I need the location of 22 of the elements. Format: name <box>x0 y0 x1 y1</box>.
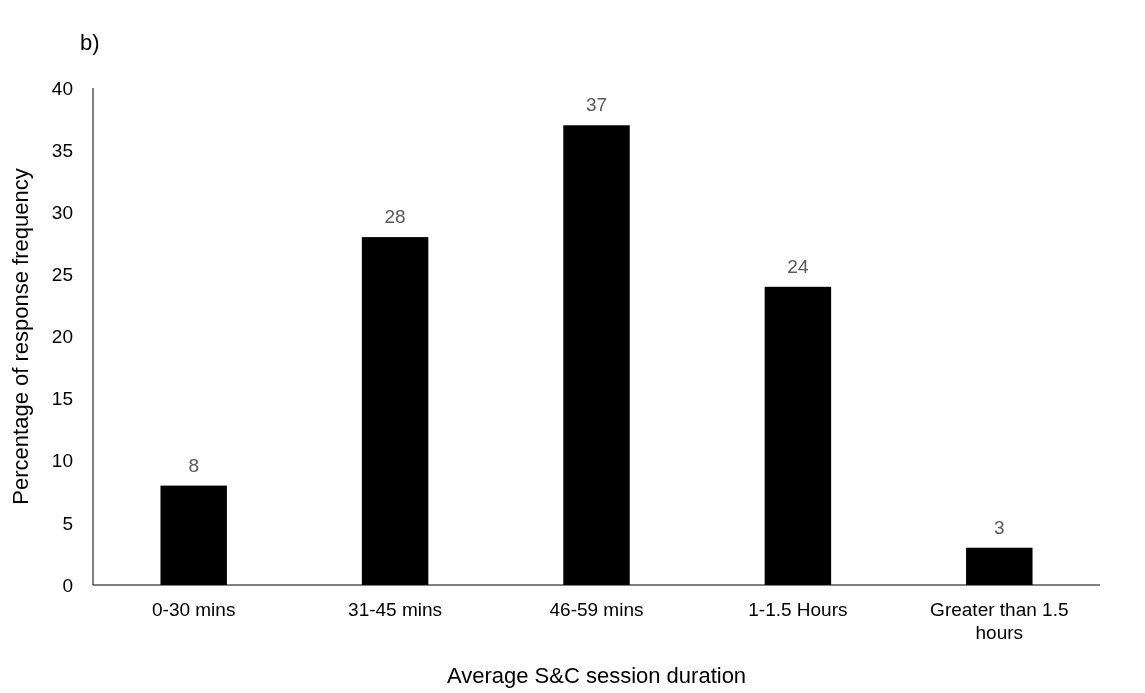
y-tick-label: 5 <box>62 512 73 534</box>
data-label: 24 <box>787 255 809 277</box>
data-label: 28 <box>384 206 406 228</box>
y-tick-label: 0 <box>62 574 73 596</box>
data-label: 37 <box>585 94 608 116</box>
x-axis-title: Average S&C session duration <box>446 663 747 688</box>
data-label: 3 <box>994 516 1005 538</box>
y-tick-label: 20 <box>51 326 73 348</box>
chart-title: b) <box>80 30 100 55</box>
y-tick-label: 40 <box>51 77 73 99</box>
y-tick-label: 30 <box>51 201 73 223</box>
y-tick-label: 15 <box>51 388 73 410</box>
x-tick-label: 31-45 mins <box>348 599 443 620</box>
x-tick-label: 0-30 mins <box>151 599 236 620</box>
x-tick-label: Greater than 1.5 hours <box>930 599 1069 643</box>
y-axis-title: Percentage of response frequency <box>8 168 33 505</box>
x-tick-label: 46-59 mins <box>549 599 644 620</box>
y-tick-label: 10 <box>51 450 73 472</box>
y-tick-label: 35 <box>51 139 73 161</box>
data-label: 8 <box>188 454 199 476</box>
x-tick-label: 1-1.5 Hours <box>748 599 848 620</box>
y-tick-label: 25 <box>51 264 73 286</box>
